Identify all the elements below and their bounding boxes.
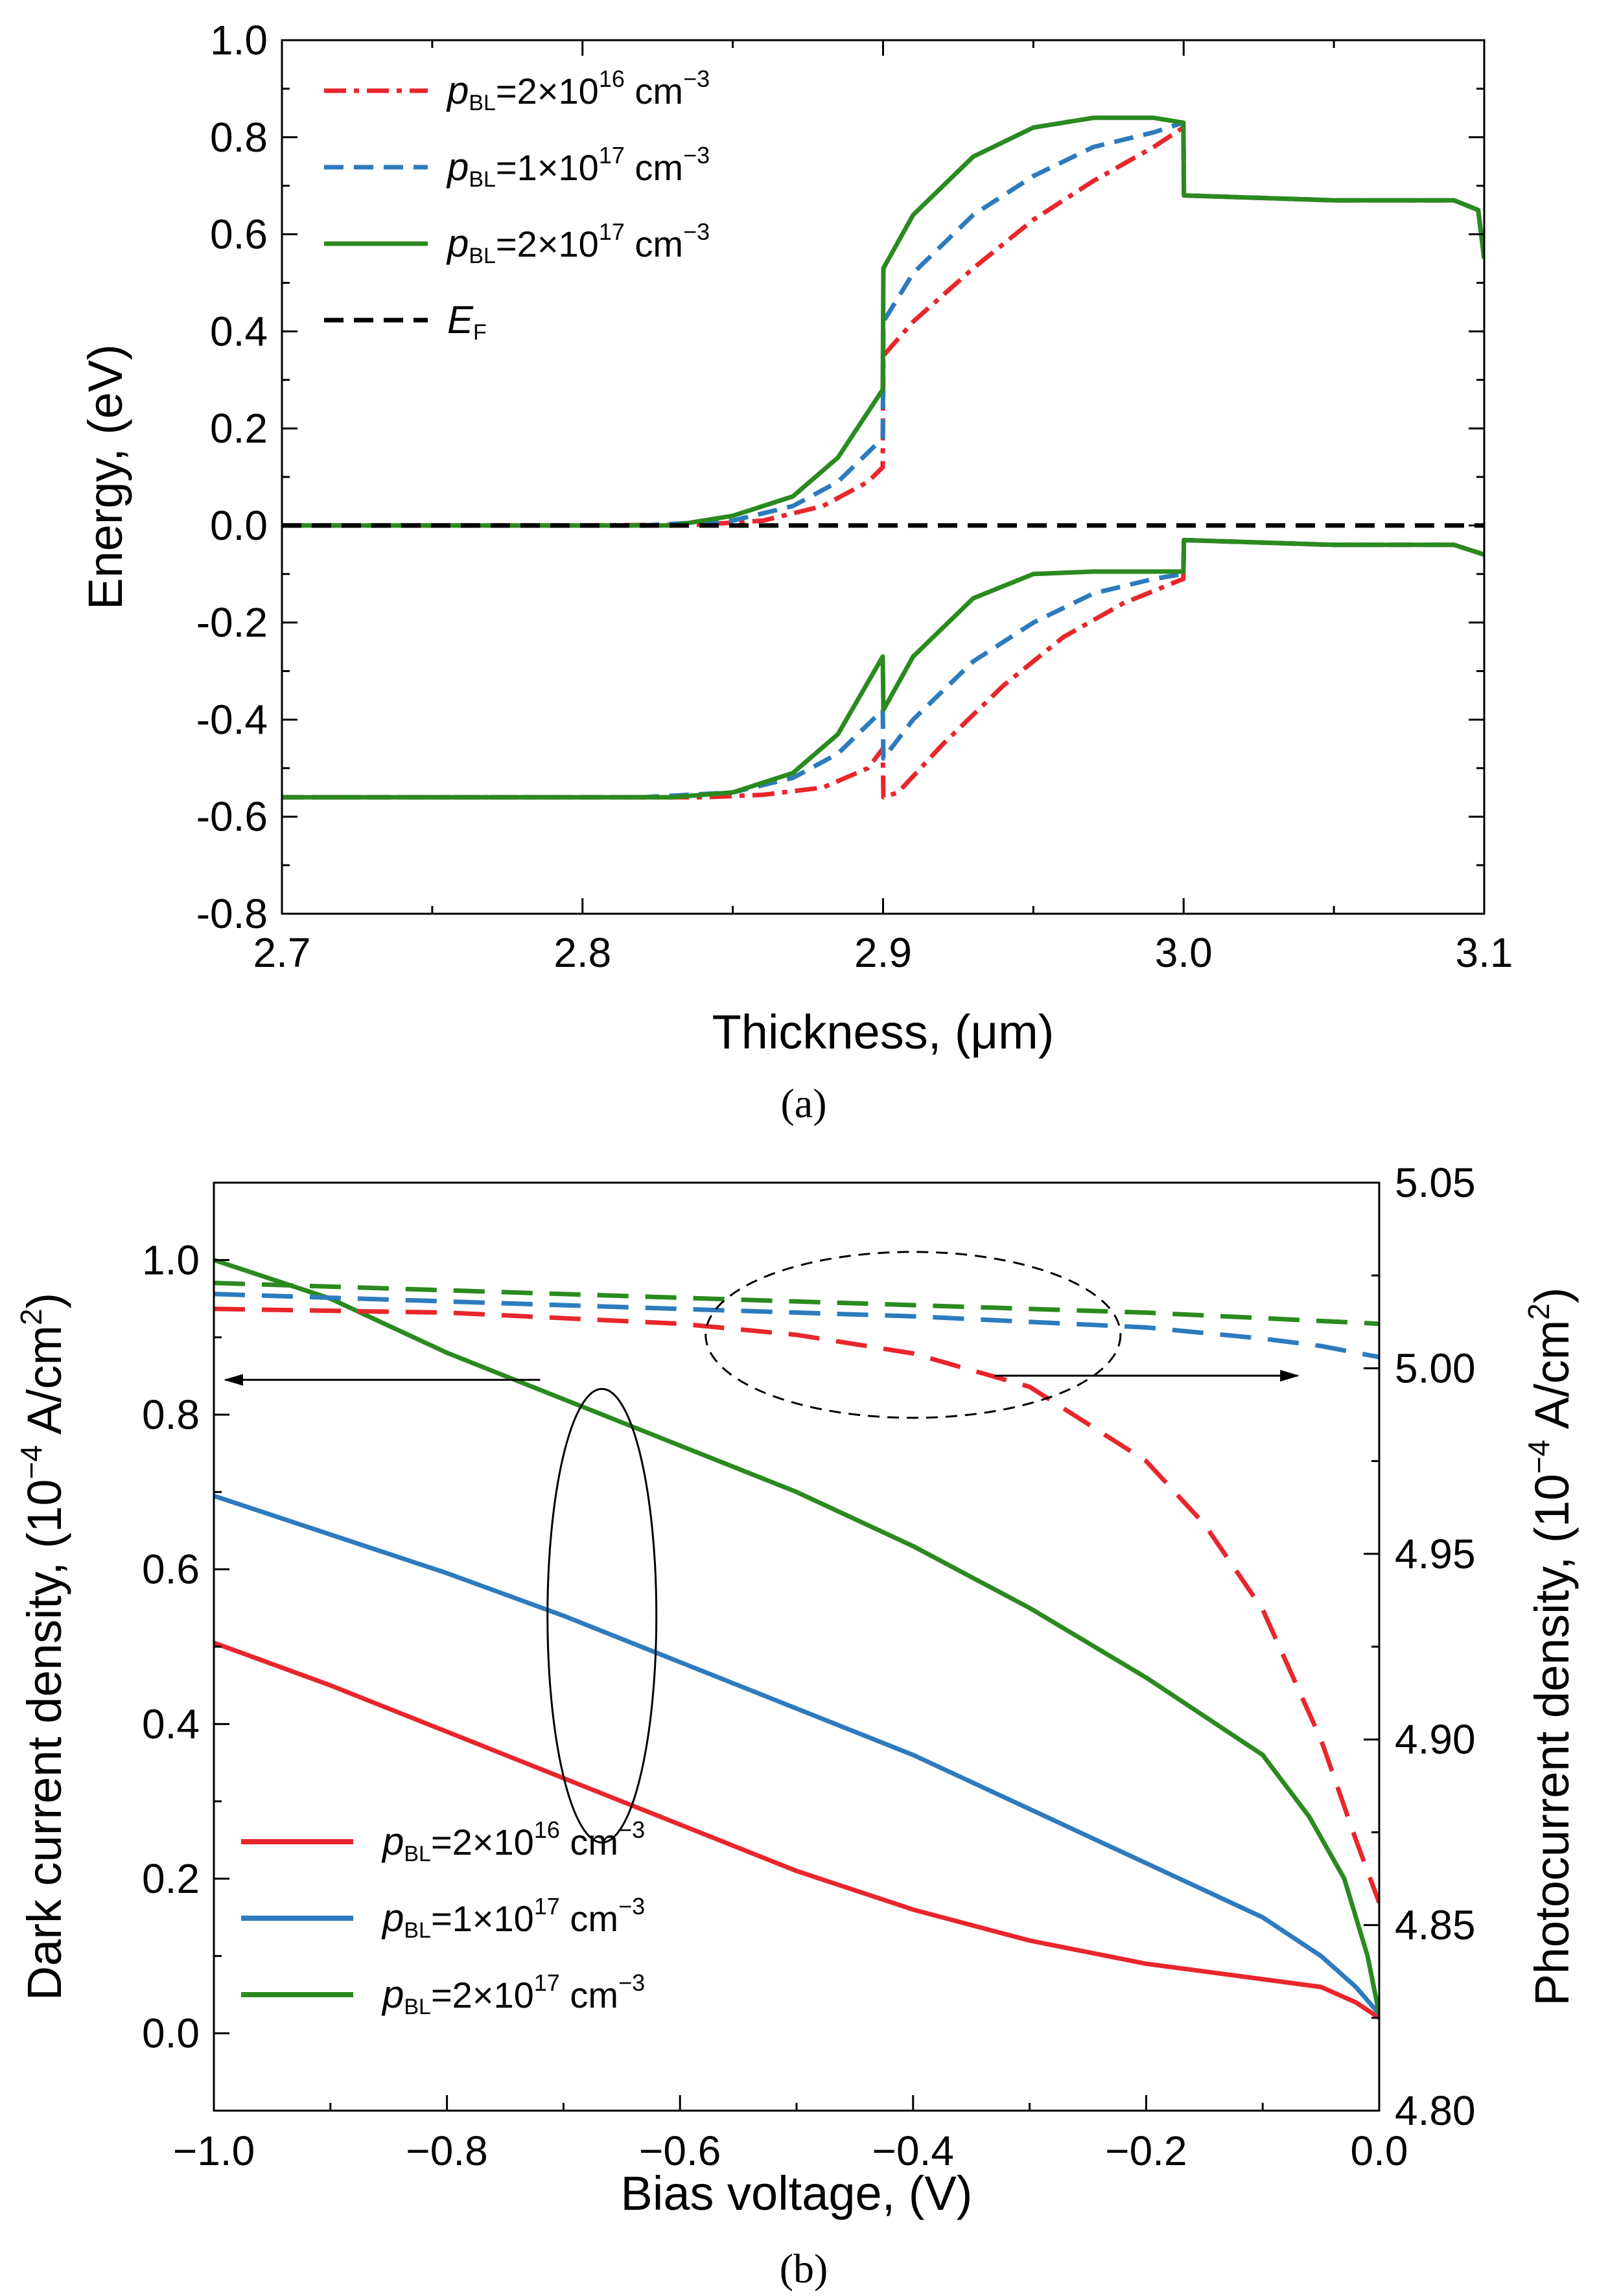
panel-a-ytick-label-8: 0.8 xyxy=(210,114,268,161)
panel-a-ylabel: Energy, (eV) xyxy=(78,344,132,610)
panel-b-y2tick-label-5: 5.05 xyxy=(1395,1159,1476,1206)
panel-a-series-0 xyxy=(282,125,1484,528)
panel-b-ytick-label-3: 0.6 xyxy=(142,1546,200,1593)
panel-a-ytick-label-7: 0.6 xyxy=(210,211,268,258)
panel-a-series-2 xyxy=(282,115,1484,528)
panel-b-ytick-label-1: 0.2 xyxy=(142,1855,200,1902)
panel-b-legend: pBL=2×1016 cm−3 pBL=1×1017 cm−3 pBL=2×1017… xyxy=(241,1816,645,2019)
panel-b-y2tick-label-2: 4.90 xyxy=(1395,1716,1476,1763)
panel-a-legend-label-2: pBL=2×1017 cm−3 xyxy=(446,218,710,268)
panel-b-legend-label-2: pBL=2×1017 cm−3 xyxy=(381,1969,645,2019)
panel-b-y2tick-label-3: 4.95 xyxy=(1395,1531,1476,1577)
panel-b-photo-group-ellipse xyxy=(705,1251,1122,1419)
panel-b-ytick-label-5: 1.0 xyxy=(142,1236,200,1283)
panel-b-ytick-label-0: 0.0 xyxy=(142,2010,200,2057)
panel-a-legend-label-3: EF xyxy=(447,298,487,345)
panel-a-xtick-label-4: 3.1 xyxy=(1456,929,1513,976)
panel-b-xtick-label-2: −0.6 xyxy=(639,2128,721,2174)
panel-b-ytick-label-4: 0.8 xyxy=(142,1391,200,1438)
panel-b-ytick-label-2: 0.4 xyxy=(142,1700,200,1747)
panel-a-series-5 xyxy=(282,537,1484,800)
panel-b-annotations xyxy=(223,1251,1300,1844)
panel-b-current-density: −1.0 −0.8 −0.6 −0.4 −0.2 0.0 0.0 0.2 0.4 0.6 0.8 1.… xyxy=(14,1159,1579,2220)
panel-a-xtick-label-3: 3.0 xyxy=(1155,929,1213,976)
panel-b-series-3 xyxy=(214,1306,1379,1904)
panel-b-y2tick-label-0: 4.80 xyxy=(1395,2087,1476,2134)
panel-b-xlabel: Bias voltage, (V) xyxy=(621,2166,973,2220)
panel-a-legend: pBL=2×1016 cm−3 pBL=1×1017 cm−3 pBL=2×1017… xyxy=(324,65,710,345)
panel-b-xtick-label-5: 0.0 xyxy=(1351,2128,1408,2174)
panel-b-legend-label-1: pBL=1×1017 cm−3 xyxy=(381,1893,645,1943)
panel-b-dark-group-ellipse xyxy=(546,1387,658,1844)
panel-a-xtick-label-0: 2.7 xyxy=(253,929,311,976)
panel-a-xtick-label-1: 2.8 xyxy=(553,929,611,976)
panel-a-xtick-label-2: 2.9 xyxy=(854,929,912,976)
panel-a-ytick-label-1: -0.6 xyxy=(196,793,268,840)
panel-b-y2tick-label-1: 4.85 xyxy=(1395,1902,1476,1949)
panel-b-series-5 xyxy=(214,1281,1379,1327)
panel-a-ytick-label-6: 0.4 xyxy=(210,308,268,354)
panel-a-ytick-label-2: -0.4 xyxy=(196,696,268,743)
panel-b-series-1 xyxy=(214,1493,1379,2016)
panel-b-series-group xyxy=(214,1257,1379,2020)
panel-b-legend-label-0: pBL=2×1016 cm−3 xyxy=(381,1816,645,1866)
panel-b-series-4 xyxy=(214,1292,1379,1360)
panel-b-y2tick-label-4: 5.00 xyxy=(1395,1345,1476,1391)
panel-b-caption: (b) xyxy=(780,2245,828,2291)
panel-a-legend-label-1: pBL=1×1017 cm−3 xyxy=(446,142,710,192)
panel-a-ytick-label-0: -0.8 xyxy=(196,890,268,937)
panel-b-series-0 xyxy=(214,1640,1379,2020)
panel-a-caption: (a) xyxy=(780,1080,826,1126)
panel-a-ytick-label-9: 1.0 xyxy=(210,17,268,64)
panel-a-series-group xyxy=(282,115,1484,800)
panel-b-xtick-label-4: −0.2 xyxy=(1105,2128,1187,2174)
panel-a-ytick-label-3: -0.2 xyxy=(196,599,268,646)
panel-a-legend-label-0: pBL=2×1016 cm−3 xyxy=(446,65,710,115)
panel-b-xtick-label-0: −1.0 xyxy=(173,2128,255,2174)
panel-b-xtick-label-1: −0.8 xyxy=(406,2128,487,2174)
panel-a-xlabel: Thickness, (μm) xyxy=(712,1005,1055,1059)
panel-b-series-2 xyxy=(214,1257,1379,2015)
panel-b-xtick-label-3: −0.4 xyxy=(872,2128,954,2174)
panel-a-ytick-label-4: 0.0 xyxy=(210,502,268,549)
panel-b-ylabel: Dark current density, (10−4 A/cm2) xyxy=(14,1293,71,2000)
panel-b-y2label: Photocurrent density, (10−4 A/cm2) xyxy=(1522,1287,1579,2006)
panel-a-ytick-label-5: 0.2 xyxy=(210,405,268,452)
panel-a-band-diagram: 2.7 2.8 2.9 3.0 3.1 -0.8 -0.6 -0.4 -0.2 0.0 0.2 0.4… xyxy=(78,17,1513,1059)
